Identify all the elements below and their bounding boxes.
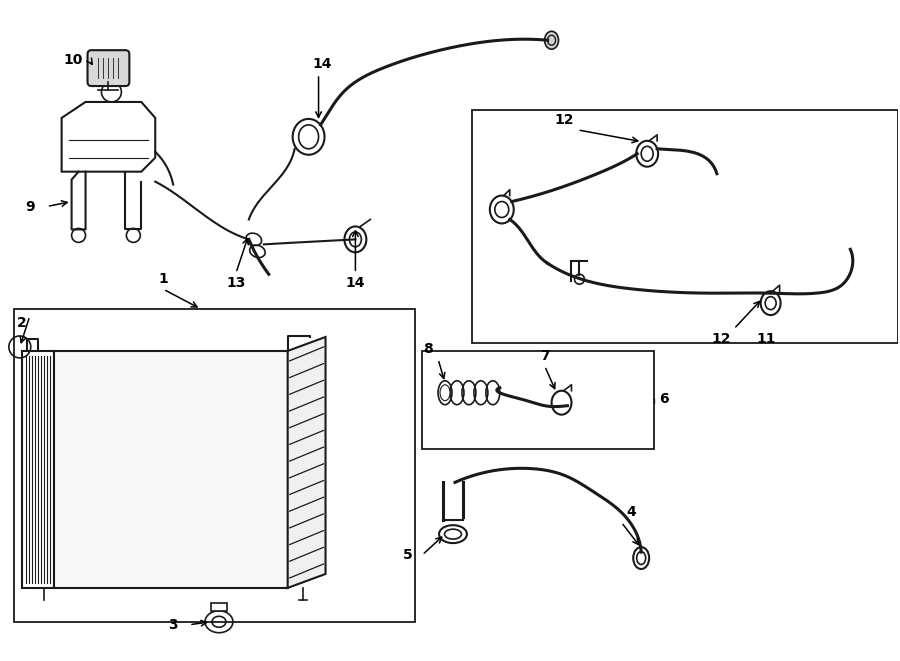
- Text: 5: 5: [403, 548, 413, 562]
- Text: 6: 6: [660, 392, 669, 406]
- Text: 8: 8: [423, 342, 433, 356]
- Text: 4: 4: [626, 505, 636, 520]
- Text: 7: 7: [540, 349, 549, 363]
- Text: 9: 9: [25, 200, 34, 214]
- Text: 10: 10: [64, 53, 84, 67]
- FancyBboxPatch shape: [87, 50, 130, 86]
- Text: 11: 11: [757, 332, 777, 346]
- Bar: [472, 110, 898, 343]
- FancyBboxPatch shape: [211, 603, 227, 611]
- Text: 2: 2: [17, 316, 27, 330]
- Polygon shape: [288, 337, 326, 588]
- Text: 13: 13: [226, 276, 246, 290]
- Text: 12: 12: [711, 332, 731, 346]
- Text: 3: 3: [168, 618, 178, 632]
- Ellipse shape: [544, 31, 559, 49]
- Bar: [14, 309, 415, 622]
- Text: 14: 14: [346, 276, 365, 290]
- Text: 12: 12: [554, 113, 574, 127]
- Text: 1: 1: [158, 272, 168, 286]
- Bar: [422, 351, 654, 449]
- Polygon shape: [54, 351, 288, 588]
- Text: 14: 14: [313, 57, 332, 71]
- Ellipse shape: [440, 385, 450, 401]
